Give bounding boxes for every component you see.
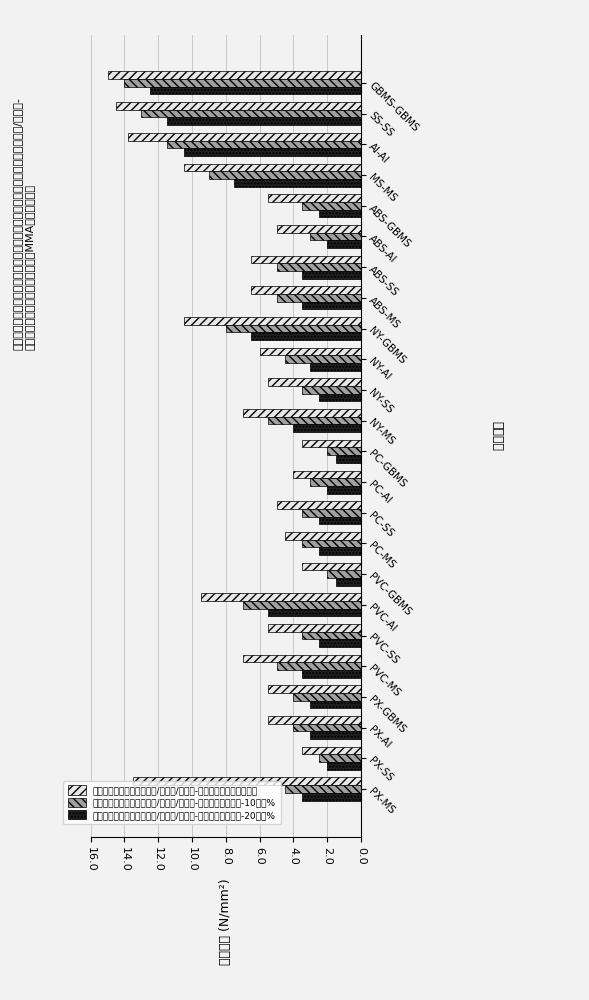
Bar xyxy=(234,179,361,187)
Bar xyxy=(268,624,361,632)
Y-axis label: 基材组合: 基材组合 xyxy=(490,421,504,451)
Bar xyxy=(226,325,361,332)
Bar xyxy=(319,517,361,524)
Bar xyxy=(319,639,361,647)
Bar xyxy=(310,478,361,486)
Bar xyxy=(184,148,361,156)
Bar xyxy=(302,793,361,801)
Bar xyxy=(243,601,361,609)
Bar xyxy=(302,386,361,394)
Bar xyxy=(184,164,361,171)
Bar xyxy=(251,332,361,340)
Bar xyxy=(285,355,361,363)
Bar xyxy=(268,378,361,386)
Bar xyxy=(293,471,361,478)
Bar xyxy=(327,762,361,770)
Bar xyxy=(310,233,361,240)
Bar xyxy=(285,785,361,793)
Text: 包含甲基丙烯酸酯化的聚丁二烯增韧剂相对于包含甲基丙烯酸酯化的聚丁二烯/苯乙烯-
丁二烯嵌段共聚物增韧剂的组合的MMA组合物的比较: 包含甲基丙烯酸酯化的聚丁二烯增韧剂相对于包含甲基丙烯酸酯化的聚丁二烯/苯乙烯- … xyxy=(13,97,34,350)
Bar xyxy=(277,662,361,670)
Bar xyxy=(302,563,361,570)
Bar xyxy=(277,225,361,233)
Bar xyxy=(251,286,361,294)
Bar xyxy=(268,417,361,424)
Bar xyxy=(319,754,361,762)
Bar xyxy=(209,171,361,179)
Bar xyxy=(200,593,361,601)
Bar xyxy=(302,202,361,210)
Bar xyxy=(327,240,361,248)
Bar xyxy=(167,117,361,125)
Bar xyxy=(302,302,361,309)
Bar xyxy=(277,501,361,509)
Bar xyxy=(124,79,361,87)
Bar xyxy=(133,777,361,785)
Bar xyxy=(302,747,361,754)
Bar xyxy=(310,701,361,708)
Bar xyxy=(243,655,361,662)
Bar xyxy=(327,486,361,494)
Bar xyxy=(128,133,361,141)
Bar xyxy=(243,409,361,417)
Bar xyxy=(285,532,361,540)
Bar xyxy=(302,632,361,639)
Bar xyxy=(150,87,361,94)
Bar xyxy=(327,570,361,578)
Bar xyxy=(260,348,361,355)
Bar xyxy=(268,685,361,693)
Legend: 甲基丙烯酸酯化的聚丁二烯/苯乙烯/苯乙烯-丁二烯嵌段共聚物增韧剂, 甲基丙烯酸酯化的聚丁二烯/苯乙烯/苯乙烯-丁二烯嵌段共聚物-10重量%, 甲基丙烯酸酯化的聚: 甲基丙烯酸酯化的聚丁二烯/苯乙烯/苯乙烯-丁二烯嵌段共聚物增韧剂, 甲基丙烯酸酯… xyxy=(63,781,280,824)
Bar xyxy=(268,716,361,724)
Bar xyxy=(310,731,361,739)
Bar xyxy=(184,317,361,325)
Bar xyxy=(302,271,361,279)
Bar xyxy=(319,210,361,217)
Bar xyxy=(293,724,361,731)
Bar xyxy=(302,670,361,678)
Bar xyxy=(319,547,361,555)
Bar xyxy=(302,440,361,447)
Bar xyxy=(277,263,361,271)
Bar xyxy=(268,194,361,202)
Bar xyxy=(310,363,361,371)
Bar xyxy=(336,578,361,586)
Bar xyxy=(268,609,361,616)
Bar xyxy=(167,141,361,148)
Bar xyxy=(293,693,361,701)
Bar xyxy=(293,424,361,432)
Bar xyxy=(302,540,361,547)
Bar xyxy=(302,509,361,517)
Bar xyxy=(327,447,361,455)
Bar xyxy=(251,256,361,263)
Bar xyxy=(141,110,361,117)
X-axis label: 抗张强度 (N/mm²): 抗张强度 (N/mm²) xyxy=(219,878,232,965)
Bar xyxy=(108,71,361,79)
Bar xyxy=(116,102,361,110)
Bar xyxy=(336,455,361,463)
Bar xyxy=(319,394,361,401)
Bar xyxy=(277,294,361,302)
